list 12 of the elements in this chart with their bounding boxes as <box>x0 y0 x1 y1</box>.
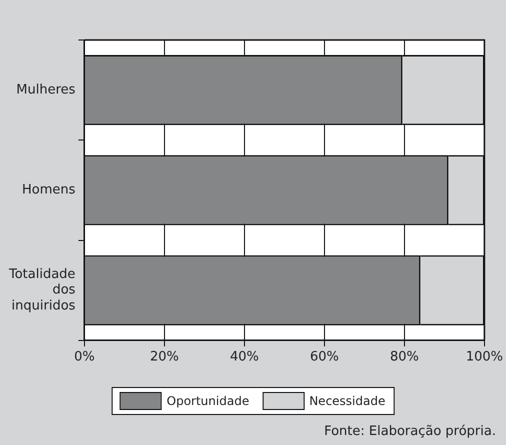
source-note: Fonte: Elaboração própria. <box>324 424 496 439</box>
y-tick-label: Homens <box>22 182 76 198</box>
x-tick-label: 60% <box>310 350 339 365</box>
x-tick-label: 0% <box>74 350 95 365</box>
legend-label: Necessidade <box>309 394 386 408</box>
legend-label: Oportunidade <box>166 394 250 408</box>
y-tick-label: Totalidade dos inquiridos <box>8 267 76 314</box>
x-tick-label: 100% <box>466 350 504 365</box>
x-tick-label: 80% <box>390 350 419 365</box>
y-tick-label: Mulheres <box>16 82 76 98</box>
x-tick-label: 40% <box>230 350 259 365</box>
x-tick-label: 20% <box>150 350 179 365</box>
